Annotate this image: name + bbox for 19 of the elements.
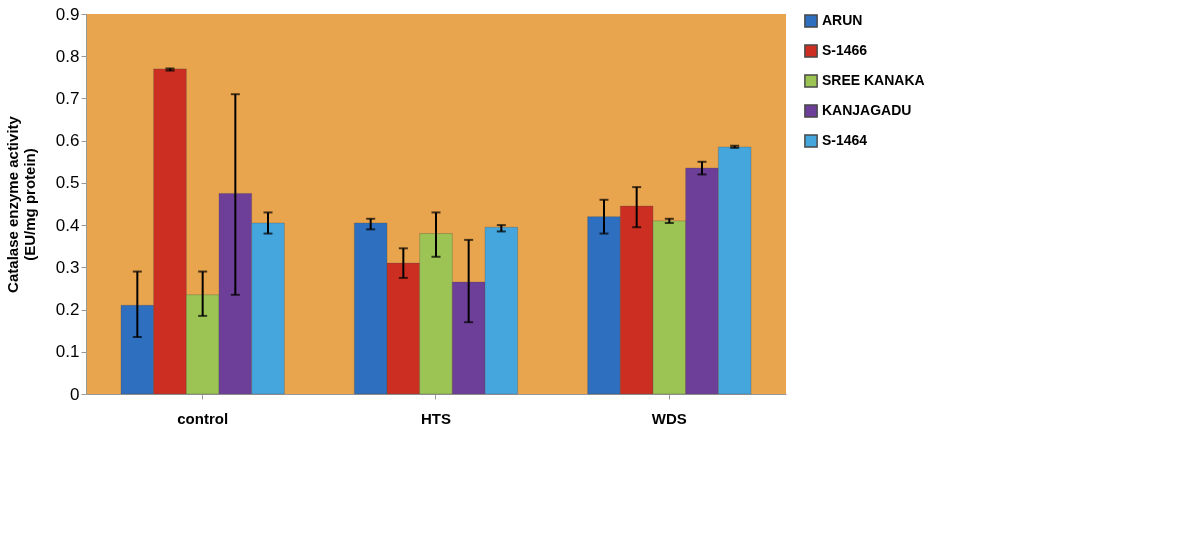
- y-tick-label: 0.4: [55, 215, 80, 235]
- legend-label: KANJAGADU: [822, 102, 912, 118]
- legend-label: SREE KANAKA: [822, 72, 925, 88]
- y-tick-label: 0.1: [55, 342, 80, 362]
- y-tick-label: 0.7: [55, 88, 80, 108]
- y-tick-label: 0.5: [55, 173, 80, 193]
- x-tick-label: HTS: [421, 409, 451, 427]
- y-tick-label: 0.9: [55, 4, 80, 24]
- y-tick-label: 0: [70, 384, 80, 404]
- y-tick-label: 0.6: [55, 131, 80, 151]
- y-tick-label: 0.3: [55, 257, 80, 277]
- y-axis-title: Catalase enzyme activity (EU/mg protein): [3, 115, 38, 293]
- x-tick-label: control: [177, 409, 229, 427]
- x-tick-label: WDS: [651, 409, 687, 427]
- y-tick-label: 0.2: [55, 300, 80, 320]
- y-tick-label: 0.8: [55, 46, 80, 66]
- legend-label: S-1464: [822, 132, 868, 148]
- legend-label: ARUN: [822, 12, 863, 28]
- legend-label: S-1466: [822, 42, 868, 58]
